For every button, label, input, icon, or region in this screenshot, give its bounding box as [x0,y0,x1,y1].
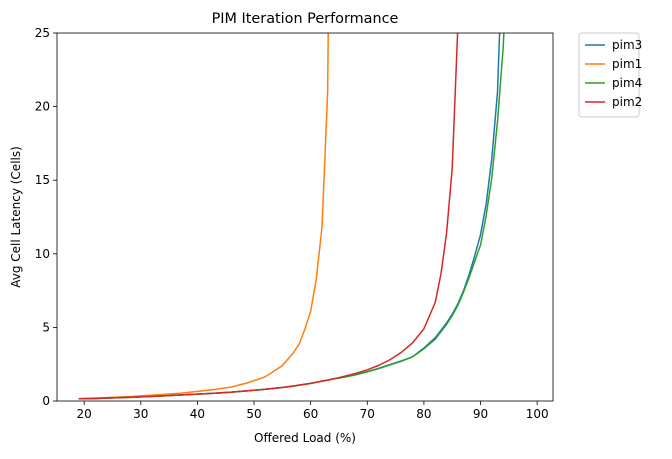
chart-title: PIM Iteration Performance [212,11,399,27]
legend-label: pim3 [612,38,642,52]
y-tick-label: 20 [35,100,50,114]
y-tick-label: 25 [35,26,50,40]
legend-label: pim4 [612,76,642,90]
legend-label: pim1 [612,57,642,71]
series-line [78,33,459,400]
legend-box [578,32,640,118]
x-tick-label: 50 [246,407,261,421]
y-tick-label: 5 [42,320,50,334]
series-line [78,33,501,400]
x-tick-label: 70 [360,407,375,421]
y-tick-label: 10 [35,247,50,261]
y-tick-label: 0 [42,394,50,408]
x-tick-label: 30 [133,407,148,421]
series-line [78,33,329,400]
legend-label: pim2 [612,95,642,109]
plot-frame [56,32,554,402]
x-axis-label: Offered Load (%) [254,431,356,445]
x-tick-label: 80 [416,407,431,421]
plot-lines [78,33,505,400]
x-tick-label: 60 [303,407,318,421]
x-tick-label: 90 [473,407,488,421]
y-tick-label: 15 [35,173,50,187]
x-tick-label: 40 [190,407,205,421]
x-tick-label: 20 [77,407,92,421]
y-axis-label: Avg Cell Latency (Cells) [9,146,23,288]
x-tick-label: 100 [526,407,549,421]
series-line [78,33,505,400]
